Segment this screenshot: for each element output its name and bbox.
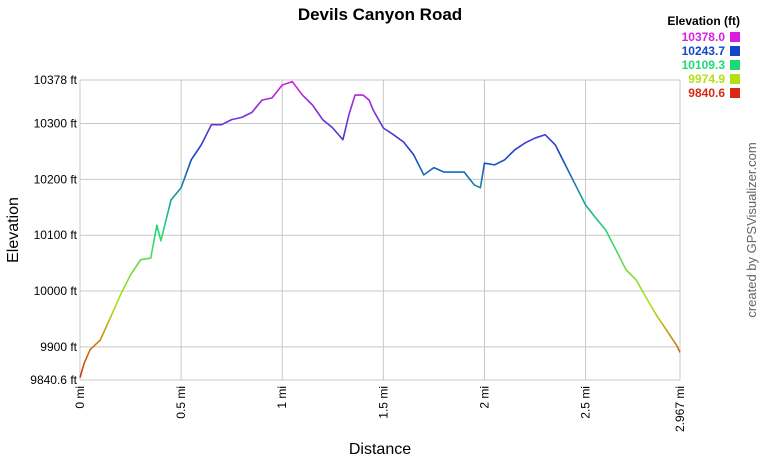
legend-swatch — [730, 32, 740, 42]
x-tick-label: 1.5 mi — [376, 386, 390, 419]
x-tick-label: 2 mi — [477, 386, 491, 409]
x-tick-label: 1 mi — [275, 386, 289, 409]
y-tick-label: 9840.6 ft — [30, 373, 77, 387]
y-tick-label: 10100 ft — [34, 228, 78, 242]
legend-label: 9840.6 — [688, 86, 725, 100]
x-tick-label: 0 mi — [73, 386, 87, 409]
legend-label: 10243.7 — [682, 44, 726, 58]
legend-label: 9974.9 — [688, 72, 725, 86]
x-tick-label: 2.5 mi — [579, 386, 593, 419]
chart-title: Devils Canyon Road — [298, 5, 462, 24]
elevation-line — [79, 80, 681, 378]
legend-label: 10109.3 — [682, 58, 726, 72]
x-axis-label: Distance — [349, 441, 411, 458]
x-tick-label: 0.5 mi — [174, 386, 188, 419]
y-tick-label: 10200 ft — [34, 172, 78, 186]
legend-swatch — [730, 46, 740, 56]
legend-swatch — [730, 74, 740, 84]
y-tick-label: 10000 ft — [34, 284, 78, 298]
legend-title: Elevation (ft) — [667, 14, 740, 28]
credit: created by GPSVisualizer.com — [744, 142, 759, 317]
legend-label: 10378.0 — [682, 30, 726, 44]
legend-swatch — [730, 60, 740, 70]
y-axis-label: Elevation — [5, 197, 22, 263]
x-tick-label: 2.967 mi — [673, 386, 687, 432]
y-tick-label: 10300 ft — [34, 117, 78, 131]
y-tick-label: 9900 ft — [40, 340, 77, 354]
y-tick-label: 10378 ft — [34, 73, 78, 87]
legend-swatch — [730, 88, 740, 98]
